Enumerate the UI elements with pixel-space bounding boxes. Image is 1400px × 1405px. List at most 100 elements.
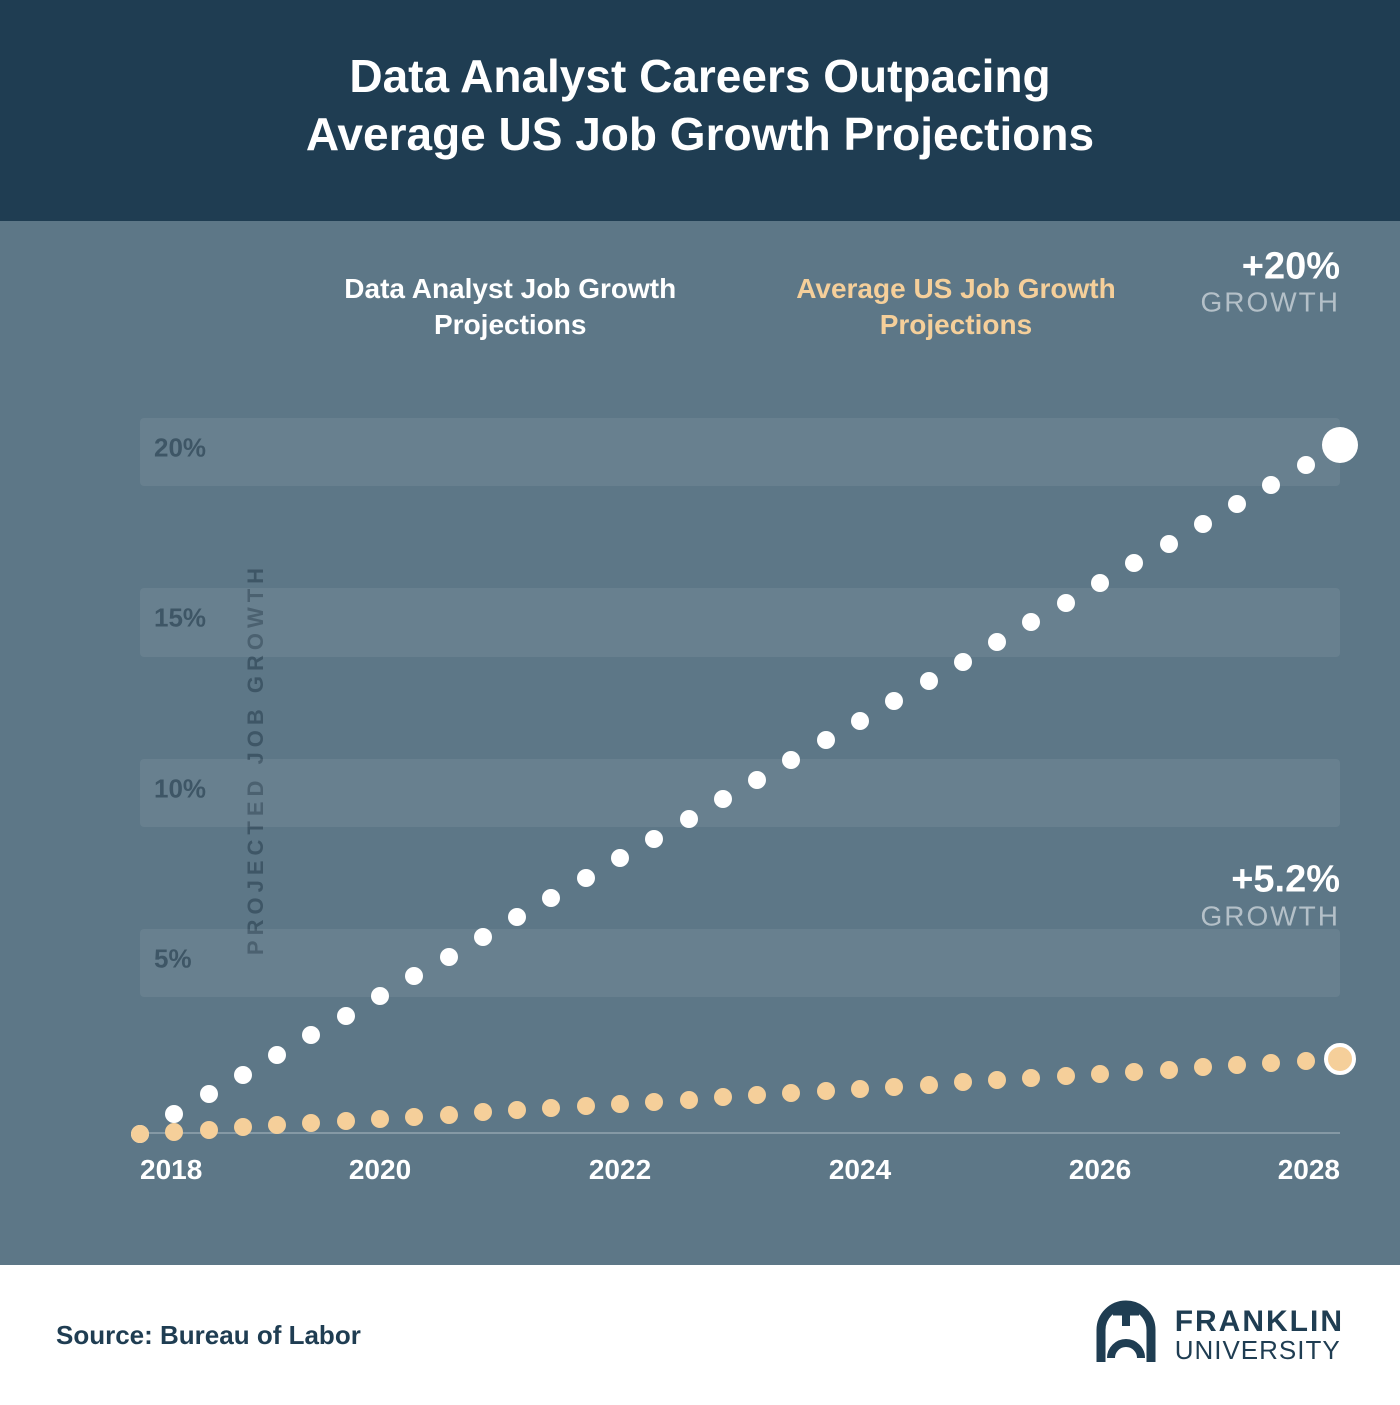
ytick-label: 15% xyxy=(154,603,206,634)
us_avg-dot xyxy=(748,1086,766,1104)
data_analyst-dot xyxy=(645,830,663,848)
gridband: 15% xyxy=(140,588,1340,656)
us_avg-dot xyxy=(474,1103,492,1121)
data_analyst-end-sub: GROWTH xyxy=(1200,288,1340,319)
us_avg-dot xyxy=(508,1101,526,1119)
data_analyst-dot xyxy=(234,1066,252,1084)
data_analyst-dot xyxy=(782,751,800,769)
chart-title: Data Analyst Careers Outpacing Average U… xyxy=(40,48,1360,163)
data_analyst-dot xyxy=(1125,554,1143,572)
data_analyst-dot xyxy=(1297,456,1315,474)
plot-wrap: PROJECTED JOB GROWTH 5%10%15%20%+20%GROW… xyxy=(90,384,1350,1134)
us_avg-dot xyxy=(131,1125,149,1143)
gridband: 10% xyxy=(140,759,1340,827)
data_analyst-end-label: +20%GROWTH xyxy=(1200,246,1340,331)
xtick-label: 2018 xyxy=(140,1154,202,1186)
us_avg-dot xyxy=(611,1095,629,1113)
data_analyst-dot xyxy=(714,790,732,808)
us_avg-dot xyxy=(1160,1061,1178,1079)
logo-line-2: UNIVERSITY xyxy=(1175,1337,1344,1363)
data_analyst-dot xyxy=(302,1026,320,1044)
us_avg-dot xyxy=(200,1121,218,1139)
us_avg-end-sub: GROWTH xyxy=(1200,901,1340,932)
us_avg-dot xyxy=(1262,1054,1280,1072)
data_analyst-dot xyxy=(577,869,595,887)
data_analyst-dot xyxy=(851,712,869,730)
us_avg-dot xyxy=(782,1084,800,1102)
us_avg-dot xyxy=(542,1099,560,1117)
chart-body: Data Analyst Job Growth Projections Aver… xyxy=(0,221,1400,1265)
legend-series-2-line2: Projections xyxy=(880,309,1032,340)
data_analyst-dot xyxy=(474,928,492,946)
data_analyst-dot xyxy=(1091,574,1109,592)
us_avg-dot xyxy=(851,1080,869,1098)
x-axis: 201820202022202420262028 xyxy=(140,1154,1340,1194)
franklin-logo-icon xyxy=(1091,1300,1161,1370)
gridband: 5% xyxy=(140,929,1340,997)
us_avg-dot xyxy=(1228,1056,1246,1074)
data_analyst-dot xyxy=(920,672,938,690)
us_avg-dot xyxy=(714,1088,732,1106)
us_avg-dot xyxy=(1091,1065,1109,1083)
us_avg-end-label: +5.2%GROWTH xyxy=(1200,860,1340,945)
franklin-logo: FRANKLIN UNIVERSITY xyxy=(1091,1300,1344,1370)
xtick-label: 2026 xyxy=(1069,1154,1131,1186)
us_avg-dot xyxy=(577,1097,595,1115)
legend-series-1-line1: Data Analyst Job Growth xyxy=(344,273,676,304)
data_analyst-dot xyxy=(268,1046,286,1064)
title-line-2: Average US Job Growth Projections xyxy=(306,108,1094,160)
legend-series-1-line2: Projections xyxy=(434,309,586,340)
plot-area: 5%10%15%20%+20%GROWTH+5.2%GROWTH xyxy=(140,384,1340,1134)
legend-series-1: Data Analyst Job Growth Projections xyxy=(344,271,676,344)
data_analyst-dot xyxy=(988,633,1006,651)
legend-series-2: Average US Job Growth Projections xyxy=(796,271,1115,344)
data_analyst-dot xyxy=(371,987,389,1005)
us_avg-dot xyxy=(302,1114,320,1132)
chart-header: Data Analyst Careers Outpacing Average U… xyxy=(0,0,1400,221)
ytick-label: 5% xyxy=(154,944,192,975)
data_analyst-end-dot xyxy=(1322,427,1358,463)
footer: Source: Bureau of Labor FRANKLIN UNIVERS… xyxy=(0,1265,1400,1405)
us_avg-dot xyxy=(1297,1052,1315,1070)
xtick-label: 2020 xyxy=(349,1154,411,1186)
ytick-label: 10% xyxy=(154,773,206,804)
legend: Data Analyst Job Growth Projections Aver… xyxy=(50,271,1350,344)
data_analyst-dot xyxy=(748,771,766,789)
gridband: 20% xyxy=(140,418,1340,486)
chart-container: Data Analyst Careers Outpacing Average U… xyxy=(0,0,1400,1405)
data_analyst-dot xyxy=(885,692,903,710)
data_analyst-dot xyxy=(680,810,698,828)
data_analyst-dot xyxy=(1262,476,1280,494)
data_analyst-dot xyxy=(337,1007,355,1025)
data_analyst-dot xyxy=(508,908,526,926)
us_avg-dot xyxy=(371,1110,389,1128)
data_analyst-dot xyxy=(611,849,629,867)
logo-line-1: FRANKLIN xyxy=(1175,1307,1344,1337)
data_analyst-dot xyxy=(542,889,560,907)
us_avg-dot xyxy=(988,1071,1006,1089)
data_analyst-dot xyxy=(954,653,972,671)
title-line-1: Data Analyst Careers Outpacing xyxy=(349,50,1050,102)
data_analyst-dot xyxy=(1228,495,1246,513)
baseline xyxy=(140,1132,1340,1134)
data_analyst-dot xyxy=(165,1105,183,1123)
ytick-label: 20% xyxy=(154,432,206,463)
xtick-label: 2022 xyxy=(589,1154,651,1186)
us_avg-dot xyxy=(1194,1058,1212,1076)
us_avg-end-value: +5.2% xyxy=(1200,860,1340,902)
franklin-logo-text: FRANKLIN UNIVERSITY xyxy=(1175,1307,1344,1363)
source-text: Source: Bureau of Labor xyxy=(56,1320,361,1351)
xtick-label: 2028 xyxy=(1278,1154,1340,1186)
us_avg-dot xyxy=(1057,1067,1075,1085)
legend-series-2-line1: Average US Job Growth xyxy=(796,273,1115,304)
data_analyst-dot xyxy=(1160,535,1178,553)
us_avg-dot xyxy=(920,1076,938,1094)
data_analyst-dot xyxy=(817,731,835,749)
data_analyst-dot xyxy=(1057,594,1075,612)
data_analyst-end-value: +20% xyxy=(1200,246,1340,288)
data_analyst-dot xyxy=(405,967,423,985)
us_avg-dot xyxy=(1125,1063,1143,1081)
us_avg-dot xyxy=(645,1093,663,1111)
data_analyst-dot xyxy=(200,1085,218,1103)
us_avg-dot xyxy=(817,1082,835,1100)
